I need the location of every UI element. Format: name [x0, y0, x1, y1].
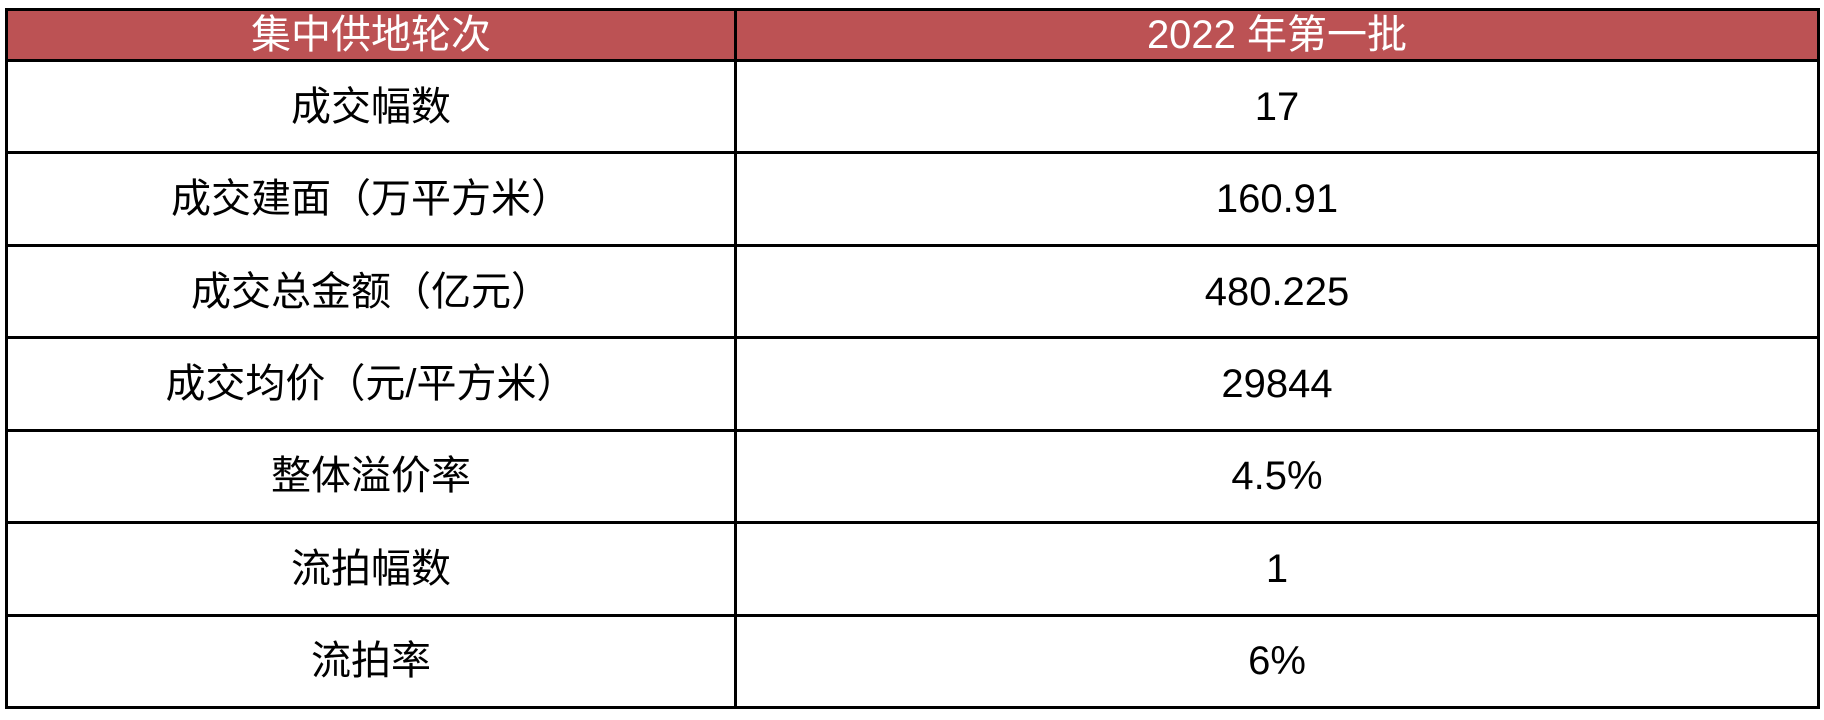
row-label: 流拍率: [5, 613, 737, 710]
row-label: 成交总金额（亿元）: [5, 243, 737, 340]
table-header-row: 集中供地轮次 2022 年第一批: [5, 8, 1820, 62]
row-label: 成交均价（元/平方米）: [5, 336, 737, 432]
row-value: 4.5%: [734, 428, 1820, 525]
row-label: 成交幅数: [5, 58, 737, 155]
header-cell-round: 集中供地轮次: [5, 8, 737, 62]
land-auction-summary-table: 集中供地轮次 2022 年第一批 成交幅数 17 成交建面（万平方米） 160.…: [5, 8, 1820, 710]
row-value: 480.225: [734, 243, 1820, 340]
row-value: 29844: [734, 336, 1820, 432]
table-row-deal-count: 成交幅数 17: [5, 58, 1820, 155]
table-row-unsold-rate: 流拍率 6%: [5, 613, 1820, 710]
row-label: 成交建面（万平方米）: [5, 151, 737, 247]
table-row-deal-gfa: 成交建面（万平方米） 160.91: [5, 151, 1820, 247]
row-value: 6%: [734, 613, 1820, 710]
row-value: 160.91: [734, 151, 1820, 247]
row-value: 1: [734, 521, 1820, 617]
row-label: 流拍幅数: [5, 521, 737, 617]
table-row-overall-premium-rate: 整体溢价率 4.5%: [5, 428, 1820, 525]
table-row-deal-avg-price: 成交均价（元/平方米） 29844: [5, 336, 1820, 432]
row-value: 17: [734, 58, 1820, 155]
row-label: 整体溢价率: [5, 428, 737, 525]
table-row-unsold-count: 流拍幅数 1: [5, 521, 1820, 617]
table-row-deal-total-amount: 成交总金额（亿元） 480.225: [5, 243, 1820, 340]
header-cell-batch: 2022 年第一批: [734, 8, 1820, 62]
